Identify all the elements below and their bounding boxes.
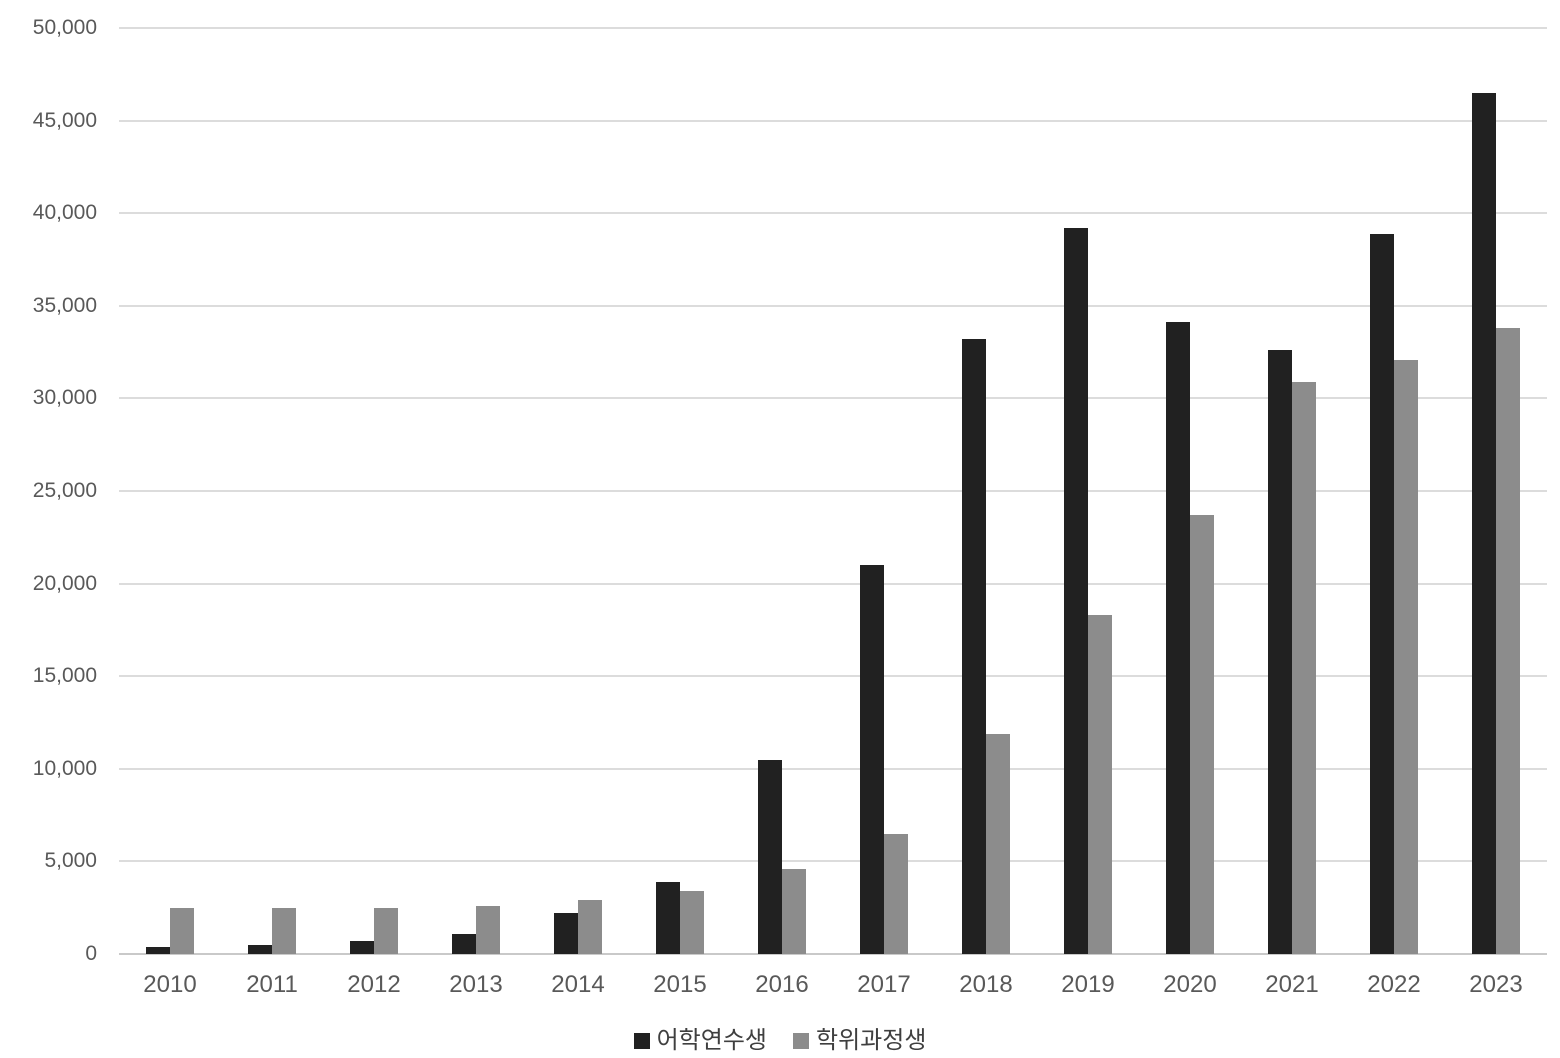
y-tick-label-25,000: 25,000 [32, 479, 97, 502]
x-tick-label-2021: 2021 [1265, 971, 1319, 998]
bar-series2-2017 [884, 834, 908, 954]
x-tick-label-2023: 2023 [1469, 971, 1523, 998]
legend-swatch-degree-students [793, 1033, 809, 1049]
bar-series1-2014 [554, 913, 578, 954]
bar-series2-2010 [170, 908, 194, 954]
bar-series1-2023 [1472, 93, 1496, 954]
gridline-15,000 [119, 675, 1547, 678]
y-tick-label-0: 0 [85, 942, 97, 965]
x-tick-label-2017: 2017 [857, 971, 911, 998]
gridline-45,000 [119, 119, 1547, 122]
x-tick-label-2014: 2014 [551, 971, 605, 998]
bar-series2-2018 [986, 734, 1010, 954]
y-tick-label-15,000: 15,000 [32, 664, 97, 688]
x-tick-label-2016: 2016 [755, 971, 809, 998]
y-tick-label-10,000: 10,000 [32, 756, 97, 780]
bar-series1-2011 [248, 945, 272, 954]
bar-series2-2023 [1496, 328, 1520, 954]
x-tick-label-2020: 2020 [1163, 971, 1217, 998]
gridline-25,000 [119, 490, 1547, 492]
x-tick-label-2015: 2015 [653, 971, 707, 998]
bar-series2-2022 [1394, 360, 1418, 954]
gridline-20,000 [119, 582, 1547, 585]
legend-item-degree-students: 학위과정생 [793, 1027, 926, 1055]
bar-series2-2020 [1190, 515, 1214, 954]
legend-label-degree-students: 학위과정생 [816, 1027, 927, 1054]
gridline-50,000 [119, 27, 1547, 29]
bar-series1-2022 [1370, 234, 1394, 954]
bar-series2-2016 [782, 869, 806, 954]
bar-series1-2018 [962, 339, 986, 954]
gridline-5,000 [119, 860, 1547, 863]
gridline-35,000 [119, 304, 1547, 307]
legend-label-language-trainees: 어학연수생 [656, 1027, 767, 1054]
bar-series2-2021 [1292, 382, 1316, 954]
y-tick-label-5,000: 5,000 [44, 849, 97, 873]
gridline-10,000 [119, 767, 1547, 770]
bar-series2-2015 [680, 891, 704, 954]
bar-series1-2021 [1268, 350, 1292, 954]
bar-series1-2020 [1166, 322, 1190, 954]
bar-series1-2016 [758, 760, 782, 954]
gridline-40,000 [119, 212, 1547, 215]
y-tick-label-50,000: 50,000 [32, 16, 97, 39]
x-tick-label-2022: 2022 [1367, 971, 1421, 998]
bar-series2-2012 [374, 908, 398, 954]
x-axis-line [119, 953, 1547, 955]
bar-series1-2015 [656, 882, 680, 954]
legend-swatch-language-trainees [633, 1033, 650, 1049]
y-tick-label-35,000: 35,000 [32, 293, 97, 317]
x-tick-label-2018: 2018 [959, 971, 1013, 998]
x-tick-label-2012: 2012 [347, 971, 401, 998]
bar-series2-2014 [578, 900, 602, 954]
y-tick-label-40,000: 40,000 [32, 201, 97, 225]
x-tick-label-2013: 2013 [449, 971, 503, 998]
bar-series1-2010 [146, 947, 170, 954]
bar-series2-2011 [272, 908, 296, 954]
bar-series1-2013 [452, 934, 476, 954]
y-tick-label-20,000: 20,000 [32, 571, 97, 595]
legend: 어학연수생 학위과정생 [0, 1024, 1560, 1058]
bar-series1-2019 [1064, 228, 1088, 954]
gridline-30,000 [119, 397, 1547, 400]
y-tick-label-45,000: 45,000 [32, 108, 97, 132]
x-tick-label-2010: 2010 [143, 971, 197, 998]
legend-item-language-trainees: 어학연수생 [633, 1027, 767, 1055]
x-tick-label-2019: 2019 [1061, 971, 1115, 998]
bar-series2-2013 [476, 906, 500, 954]
bar-series1-2012 [350, 941, 374, 954]
y-tick-label-30,000: 30,000 [32, 386, 97, 410]
x-tick-label-2011: 2011 [246, 971, 298, 998]
bar-series1-2017 [860, 565, 884, 954]
bar-series2-2019 [1088, 615, 1112, 954]
